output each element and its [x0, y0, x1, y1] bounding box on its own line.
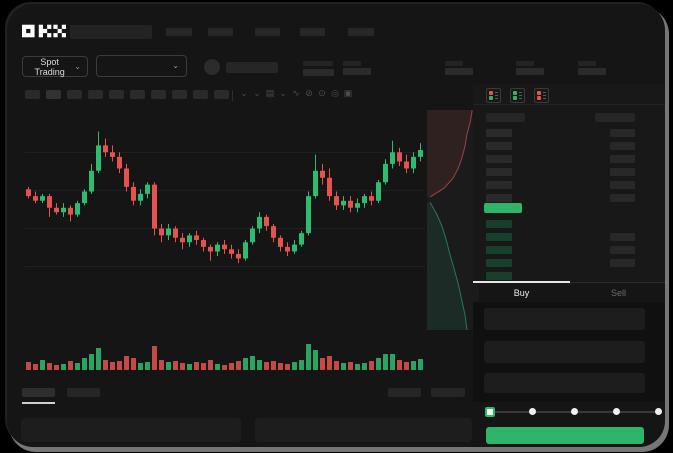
- ask-row[interactable]: [486, 194, 512, 202]
- line-tool-icon[interactable]: ∿: [292, 88, 300, 98]
- ask-row[interactable]: [486, 129, 512, 137]
- orderbook-divider: [473, 104, 665, 105]
- slider-stop[interactable]: [613, 408, 620, 415]
- book-bids-view-icon[interactable]: [510, 88, 525, 103]
- depth-chart: [427, 110, 479, 330]
- orders-action-placeholder[interactable]: [388, 388, 421, 397]
- orderbook-price-header: [486, 113, 525, 122]
- buy-submit-button[interactable]: [486, 427, 644, 444]
- ask-row-amount: [610, 142, 635, 150]
- ask-row[interactable]: [486, 181, 512, 189]
- book-combined-view-icon[interactable]: [486, 88, 501, 103]
- orders-tab-active-placeholder[interactable]: [22, 388, 55, 397]
- bid-row-amount: [610, 259, 635, 267]
- timeframe-button-placeholder[interactable]: [88, 90, 103, 99]
- orders-panel-placeholder: [255, 418, 472, 442]
- nav-item-placeholder[interactable]: [348, 28, 374, 36]
- market-type-label: Spot Trading: [34, 56, 65, 77]
- timeframe-button-placeholder[interactable]: [25, 90, 40, 99]
- bid-row[interactable]: [486, 272, 512, 280]
- chart-type-icon[interactable]: ▤: [265, 88, 275, 98]
- okx-logo[interactable]: [22, 23, 66, 39]
- orders-action-placeholder[interactable]: [431, 388, 465, 397]
- last-price-pill[interactable]: [484, 203, 522, 213]
- bid-row[interactable]: [486, 246, 512, 254]
- sell-tab-underline: [570, 282, 665, 283]
- logo-adjacent-placeholder: [70, 25, 152, 39]
- nav-item-placeholder[interactable]: [208, 28, 233, 36]
- timeframe-button-placeholder[interactable]: [214, 90, 229, 99]
- settings-icon[interactable]: ◎: [331, 88, 339, 98]
- order-form-field-total[interactable]: [484, 373, 645, 393]
- bid-row[interactable]: [486, 259, 512, 267]
- interval-dropdown-icon[interactable]: ⌄: [253, 88, 261, 98]
- bid-row[interactable]: [486, 233, 512, 241]
- orders-tab-active-underline: [22, 402, 55, 404]
- tab-buy[interactable]: Buy: [513, 288, 530, 298]
- ask-row-amount: [610, 194, 635, 202]
- ask-row[interactable]: [486, 142, 512, 150]
- volume-chart: [25, 334, 425, 372]
- bid-row[interactable]: [486, 220, 512, 228]
- chevron-down-icon: ⌄: [172, 61, 179, 70]
- order-form-field-price[interactable]: [484, 308, 645, 330]
- chart-type-chevron-icon[interactable]: ⌄: [279, 88, 287, 98]
- timeframe-button-placeholder[interactable]: [46, 90, 61, 99]
- nav-item-placeholder[interactable]: [255, 28, 280, 36]
- timeframe-button-placeholder[interactable]: [193, 90, 208, 99]
- book-asks-view-icon[interactable]: [534, 88, 549, 103]
- ask-row-amount: [610, 155, 635, 163]
- ask-row[interactable]: [486, 168, 512, 176]
- ask-row-amount: [610, 181, 635, 189]
- timeframe-button-placeholder[interactable]: [67, 90, 82, 99]
- slider-stop[interactable]: [655, 408, 662, 415]
- orders-tab-placeholder[interactable]: [67, 388, 100, 397]
- slider-handle[interactable]: [485, 407, 495, 417]
- bid-row-amount: [610, 246, 635, 254]
- nav-item-placeholder[interactable]: [300, 28, 325, 36]
- nav-item-placeholder[interactable]: [166, 28, 192, 36]
- orderbook-amount-header: [595, 113, 635, 122]
- tab-sell[interactable]: Sell: [610, 288, 626, 298]
- draw-tool-icon[interactable]: ⊘: [305, 88, 313, 98]
- trading-app-window: Spot Trading ⌄ ⌄: [7, 4, 665, 447]
- pair-selector-dropdown[interactable]: ⌄: [96, 55, 187, 77]
- timeframe-button-placeholder[interactable]: [151, 90, 166, 99]
- ask-row-amount: [610, 129, 635, 137]
- ask-row-amount: [610, 168, 635, 176]
- timeframe-button-placeholder[interactable]: [109, 90, 124, 99]
- snapshot-icon[interactable]: ⊙: [318, 88, 326, 98]
- market-type-selector[interactable]: Spot Trading ⌄: [22, 56, 88, 77]
- timeframe-button-placeholder[interactable]: [172, 90, 187, 99]
- timeframe-button-placeholder[interactable]: [130, 90, 145, 99]
- slider-stop[interactable]: [529, 408, 536, 415]
- bid-row-amount: [610, 233, 635, 241]
- buy-tab-underline: [473, 281, 570, 283]
- candlestick-chart[interactable]: [25, 112, 425, 336]
- ask-row[interactable]: [486, 155, 512, 163]
- candle-style-dropdown-icon[interactable]: ⌄: [240, 88, 248, 98]
- orders-panel-placeholder: [21, 418, 241, 442]
- pair-avatar[interactable]: [204, 59, 220, 75]
- order-form-field-amount[interactable]: [484, 341, 645, 363]
- chevron-down-icon: ⌄: [74, 61, 81, 71]
- pair-name-placeholder: [226, 62, 278, 73]
- fullscreen-icon[interactable]: ▣: [343, 88, 353, 98]
- slider-stop[interactable]: [571, 408, 578, 415]
